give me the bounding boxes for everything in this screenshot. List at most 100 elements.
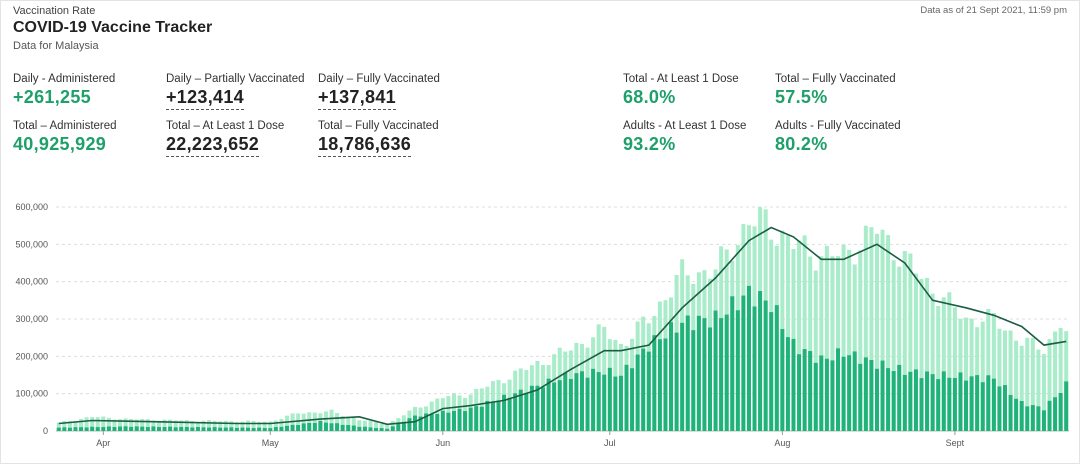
bar-full xyxy=(457,408,462,431)
bar-total xyxy=(212,420,217,431)
bar-full xyxy=(847,355,852,431)
bar-full xyxy=(613,376,618,431)
stat-label: Adults - At Least 1 Dose xyxy=(623,120,747,132)
stat-value: 80.2% xyxy=(775,134,828,154)
bar-full xyxy=(379,428,384,431)
bar-total xyxy=(941,297,946,431)
bar-full xyxy=(357,426,362,431)
bar-full xyxy=(79,427,84,431)
bar-full xyxy=(874,368,879,431)
bar-full xyxy=(680,322,685,431)
bar-full xyxy=(535,385,540,431)
bar-full xyxy=(351,425,356,431)
stat-total-at-least-1-dose: Total – At Least 1 Dose 22,223,652 xyxy=(166,120,284,157)
bar-total xyxy=(106,417,111,431)
stat-value: 40,925,929 xyxy=(13,134,107,154)
bar-full xyxy=(585,377,590,431)
bar-full xyxy=(90,426,95,431)
bar-full xyxy=(1036,406,1041,431)
bar-full xyxy=(541,387,546,431)
bar-full xyxy=(746,285,751,431)
moving-average-line xyxy=(58,226,1067,426)
bar-full xyxy=(813,362,818,431)
bar-full xyxy=(301,423,306,431)
bar-total xyxy=(351,417,356,431)
bar-full xyxy=(312,422,317,431)
bar-full xyxy=(763,300,768,431)
bar-total xyxy=(201,420,206,431)
bar-full xyxy=(362,426,367,431)
bar-full xyxy=(841,356,846,431)
bar-full xyxy=(824,358,829,431)
bar-total xyxy=(195,421,200,431)
bar-total xyxy=(273,420,278,431)
bar-total xyxy=(296,413,301,431)
bar-full xyxy=(769,312,774,431)
bar-total xyxy=(880,229,885,431)
bar-total xyxy=(357,420,362,431)
bar-full xyxy=(1053,397,1058,431)
bar-full xyxy=(106,426,111,431)
stat-value[interactable]: +123,414 xyxy=(166,87,244,110)
bar-full xyxy=(785,337,790,431)
bar-total xyxy=(73,420,78,431)
stat-value[interactable]: +137,841 xyxy=(318,87,396,110)
bar-full xyxy=(546,378,551,431)
bar-full xyxy=(819,355,824,431)
bar-full xyxy=(184,426,189,431)
bar-full xyxy=(162,427,167,431)
stat-label: Daily – Fully Vaccinated xyxy=(318,73,440,85)
stat-value[interactable]: 18,786,636 xyxy=(318,134,412,157)
bar-full xyxy=(947,377,952,431)
bar-full xyxy=(852,351,857,431)
bar-full xyxy=(557,380,562,431)
bar-full xyxy=(635,354,640,431)
stat-label: Total – Fully Vaccinated xyxy=(775,73,896,85)
stat-label: Daily – Partially Vaccinated xyxy=(166,73,305,85)
bar-total xyxy=(852,264,857,431)
bar-total xyxy=(84,417,89,431)
bar-total xyxy=(986,308,991,431)
bar-full xyxy=(986,375,991,431)
bar-full xyxy=(808,351,813,431)
bar-total xyxy=(1025,337,1030,431)
bar-full xyxy=(279,426,284,431)
bar-full xyxy=(1064,381,1069,431)
bar-full xyxy=(579,371,584,431)
bar-full xyxy=(1008,394,1013,431)
bar-total xyxy=(234,422,239,431)
bar-total xyxy=(813,270,818,431)
bar-full xyxy=(880,360,885,431)
bar-total xyxy=(858,250,863,431)
bar-total xyxy=(140,418,145,431)
bar-full xyxy=(886,368,891,431)
stat-value[interactable]: 22,223,652 xyxy=(166,134,260,157)
bar-full xyxy=(179,426,184,431)
bar-full xyxy=(474,406,479,431)
bar-full xyxy=(691,330,696,431)
bar-total xyxy=(162,419,167,431)
bar-full xyxy=(707,327,713,431)
bar-total xyxy=(891,260,896,431)
bar-total xyxy=(902,250,907,431)
bar-total xyxy=(1053,331,1058,431)
y-tick-label: 600,000 xyxy=(15,202,48,212)
bar-full xyxy=(84,427,89,431)
bar-full xyxy=(791,338,796,431)
bar-full xyxy=(257,427,262,431)
x-tick-label: May xyxy=(262,438,280,448)
bar-full xyxy=(719,318,724,431)
stat-value: 93.2% xyxy=(623,134,676,154)
bar-total xyxy=(312,412,317,431)
data-timestamp: Data as of 21 Sept 2021, 11:59 pm xyxy=(920,5,1067,16)
bar-full xyxy=(897,364,902,431)
stat-label: Adults - Fully Vaccinated xyxy=(775,120,901,132)
bar-full xyxy=(758,291,763,431)
bar-full xyxy=(513,393,518,431)
bar-total xyxy=(340,416,345,431)
bar-total xyxy=(897,266,902,431)
stat-value: +261,255 xyxy=(13,87,91,107)
bar-full xyxy=(908,371,913,431)
bar-full xyxy=(624,364,629,431)
bar-full xyxy=(741,295,746,431)
